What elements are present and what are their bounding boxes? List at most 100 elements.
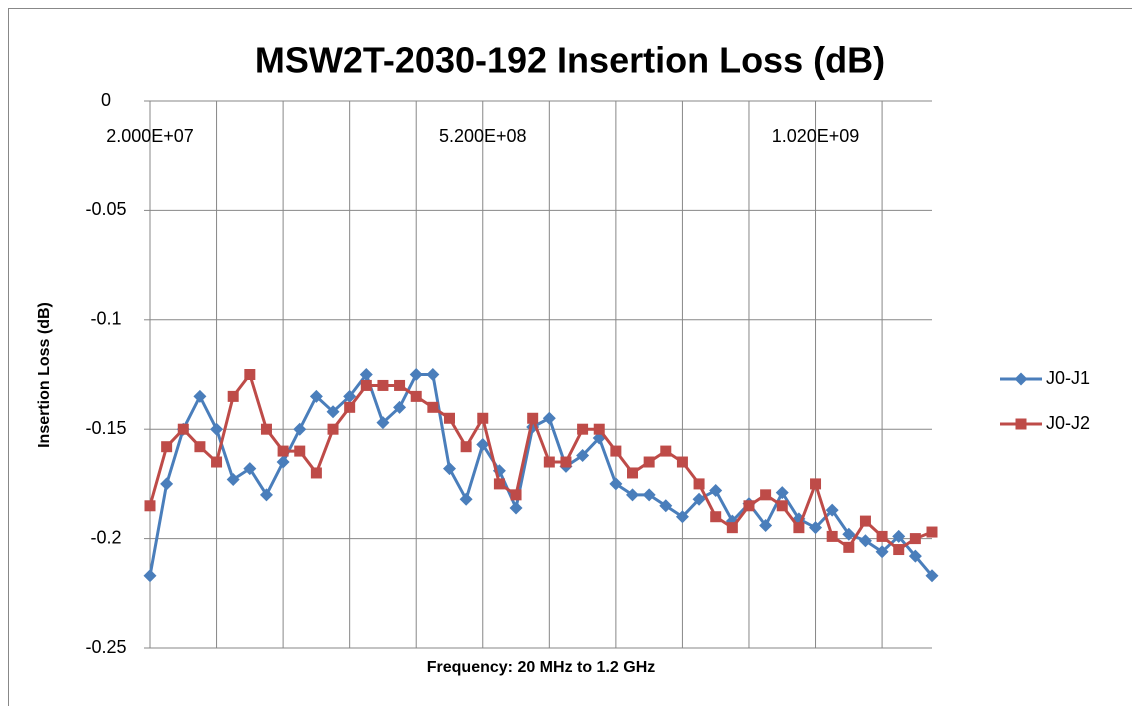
marker	[875, 545, 889, 559]
marker	[360, 379, 372, 391]
x-tick-label: 1.020E+09	[772, 126, 860, 146]
marker	[393, 400, 407, 414]
marker	[809, 521, 823, 535]
marker	[1015, 418, 1027, 430]
marker	[294, 445, 306, 457]
marker	[293, 422, 307, 436]
marker	[310, 467, 322, 479]
marker	[409, 368, 423, 381]
marker	[143, 569, 157, 583]
marker	[327, 423, 339, 435]
marker	[760, 489, 772, 501]
marker	[344, 401, 356, 413]
marker	[692, 492, 706, 506]
marker	[227, 390, 239, 402]
marker	[460, 441, 472, 453]
y-tick-label: -0.1	[90, 309, 121, 329]
marker	[510, 489, 522, 501]
marker	[825, 503, 839, 517]
marker	[259, 488, 273, 502]
marker	[626, 488, 640, 502]
x-axis-label: Frequency: 20 MHz to 1.2 GHz	[427, 659, 656, 676]
marker	[908, 549, 922, 563]
marker	[542, 411, 556, 425]
marker	[377, 379, 389, 391]
marker	[642, 488, 656, 502]
marker	[394, 379, 406, 391]
marker	[244, 369, 256, 380]
marker	[376, 416, 390, 430]
marker	[493, 478, 505, 490]
y-tick-label: -0.15	[85, 418, 126, 438]
marker	[177, 423, 189, 435]
chart-border	[8, 8, 1132, 706]
marker	[427, 401, 439, 413]
marker	[775, 486, 789, 500]
marker	[709, 483, 723, 497]
marker	[144, 500, 156, 512]
marker	[892, 529, 906, 543]
y-tick-label: -0.2	[90, 527, 121, 547]
marker	[859, 515, 871, 527]
marker	[476, 438, 490, 452]
marker	[509, 501, 523, 515]
marker	[926, 526, 938, 538]
marker	[876, 530, 888, 542]
x-tick-label: 2.000E+07	[106, 126, 194, 146]
marker	[243, 462, 257, 476]
marker	[359, 368, 373, 381]
marker	[477, 412, 489, 424]
marker	[326, 405, 340, 419]
marker	[226, 473, 240, 487]
series-line	[148, 373, 934, 577]
marker	[627, 467, 639, 479]
marker	[793, 522, 805, 534]
marker	[710, 511, 722, 523]
marker	[593, 423, 605, 435]
marker	[810, 478, 822, 490]
marker	[193, 389, 207, 403]
marker	[309, 389, 323, 403]
marker	[343, 389, 357, 403]
marker	[577, 423, 589, 435]
y-tick-label: -0.25	[85, 637, 126, 657]
y-axis-label: Insertion Loss (dB)	[36, 302, 53, 448]
chart-title: MSW2T-2030-192 Insertion Loss (dB)	[255, 40, 885, 81]
marker	[211, 456, 223, 468]
marker	[610, 445, 622, 457]
marker	[609, 477, 623, 491]
marker	[277, 445, 289, 457]
marker	[543, 456, 555, 468]
marker	[260, 423, 272, 435]
marker	[726, 522, 738, 534]
marker	[858, 534, 872, 548]
x-tick-label: 5.200E+08	[439, 126, 527, 146]
marker	[442, 462, 456, 476]
marker	[194, 441, 206, 453]
marker	[776, 500, 788, 512]
marker	[459, 492, 473, 506]
marker	[909, 533, 921, 545]
marker	[743, 500, 755, 512]
marker	[410, 390, 422, 402]
marker	[675, 510, 689, 524]
y-tick-label: -0.05	[85, 199, 126, 219]
marker	[160, 477, 174, 491]
marker	[826, 530, 838, 542]
marker	[676, 456, 688, 468]
marker	[210, 422, 224, 436]
marker	[560, 456, 572, 468]
y-tick-label: 0	[101, 90, 111, 110]
marker	[643, 456, 655, 468]
marker	[893, 544, 905, 556]
marker	[527, 412, 539, 424]
marker	[443, 412, 455, 424]
marker	[842, 527, 856, 541]
marker	[925, 569, 939, 583]
marker	[660, 445, 672, 457]
marker	[659, 499, 673, 513]
legend-label: J0-J2	[1046, 413, 1090, 433]
marker	[161, 441, 173, 453]
marker	[693, 478, 705, 490]
